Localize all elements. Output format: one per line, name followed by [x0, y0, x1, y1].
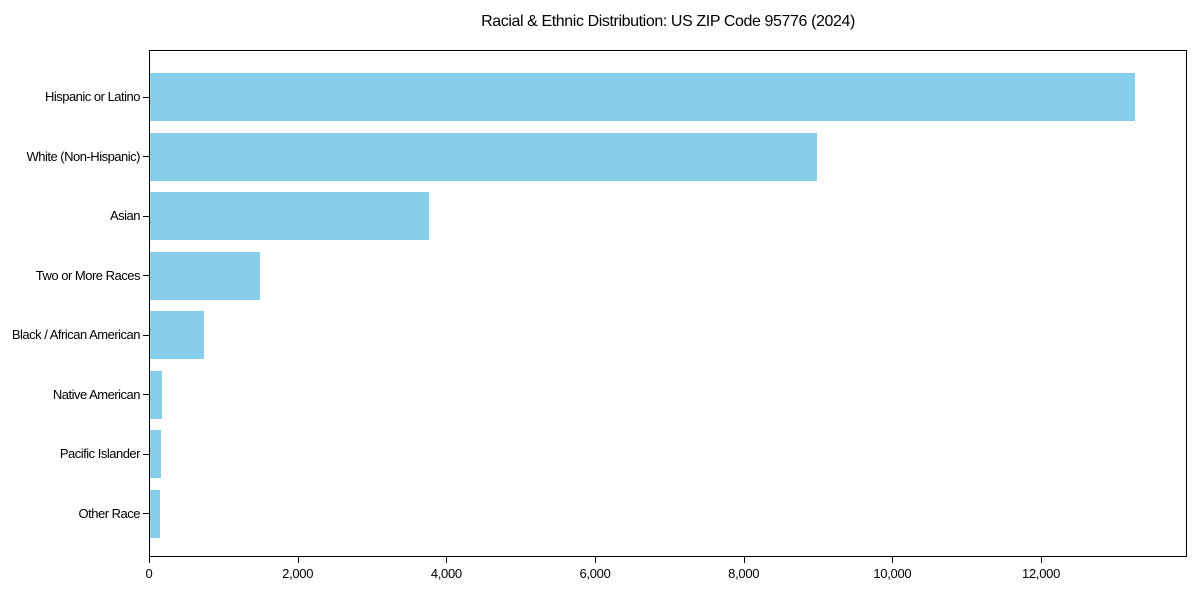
y-tick-mark — [143, 96, 149, 98]
bar-asian — [150, 192, 430, 241]
category-label: Native American — [52, 386, 141, 402]
category-label: Asian — [109, 208, 141, 224]
x-tick-label: 8,000 — [728, 566, 760, 581]
bar-other-race — [150, 489, 160, 538]
x-tick-label: 0 — [145, 566, 153, 581]
plot-area — [149, 50, 1187, 557]
category-label: Hispanic or Latino — [44, 89, 141, 104]
x-tick-label: 4,000 — [430, 566, 462, 581]
category-label: Pacific Islander — [59, 446, 141, 462]
y-tick-mark — [143, 453, 149, 455]
x-tick-label: 10,000 — [873, 566, 912, 581]
chart-title: Racial & Ethnic Distribution: US ZIP Cod… — [481, 13, 855, 30]
x-tick-mark — [446, 557, 448, 563]
x-tick-mark — [149, 557, 150, 563]
x-tick-mark — [595, 557, 597, 563]
bar-white-non-hispanic — [150, 132, 818, 181]
category-label: Black / African American — [11, 327, 141, 343]
bar-hispanic-or-latino — [150, 73, 1135, 121]
bar-native-american — [150, 370, 162, 419]
x-tick-mark — [297, 557, 299, 563]
bar-black-african-american — [150, 311, 204, 360]
category-label: Two or More Races — [35, 267, 141, 283]
y-tick-mark — [143, 215, 149, 217]
bar-pacific-islander — [150, 430, 161, 479]
bar-two-or-more-races — [150, 251, 260, 300]
x-tick-label: 12,000 — [1022, 566, 1061, 581]
y-tick-mark — [143, 334, 149, 336]
category-label: Other Race — [78, 505, 141, 521]
category-label: White (Non-Hispanic) — [26, 148, 140, 164]
y-tick-mark — [143, 394, 149, 396]
x-tick-label: 6,000 — [579, 566, 611, 581]
y-tick-mark — [143, 513, 149, 515]
y-tick-mark — [143, 275, 149, 277]
x-tick-mark — [892, 557, 894, 563]
x-tick-mark — [743, 557, 745, 563]
x-tick-label: 2,000 — [282, 566, 314, 581]
x-tick-mark — [1041, 557, 1043, 563]
y-tick-mark — [143, 156, 149, 158]
